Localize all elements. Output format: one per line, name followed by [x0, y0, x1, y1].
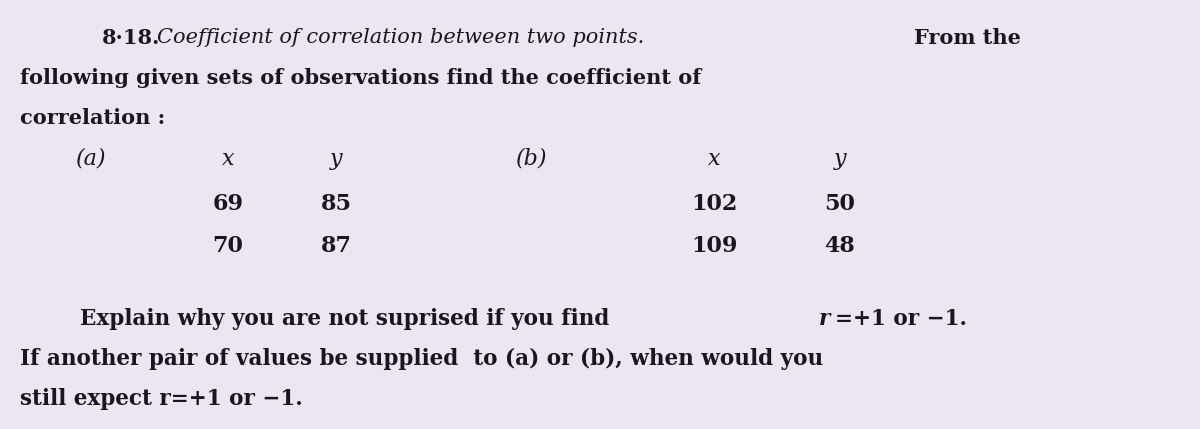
Text: 69: 69: [212, 193, 244, 215]
Text: 48: 48: [824, 235, 856, 257]
Text: 102: 102: [691, 193, 737, 215]
Text: If another pair of values be supplied  to (a) or (b), when would you: If another pair of values be supplied to…: [20, 348, 823, 370]
Text: From the: From the: [914, 28, 1021, 48]
Text: following given sets of observations find the coefficient of: following given sets of observations fin…: [20, 68, 702, 88]
Text: x: x: [222, 148, 234, 170]
Text: 87: 87: [320, 235, 352, 257]
Text: Explain why you are not suprised if you find: Explain why you are not suprised if you …: [20, 308, 617, 330]
Text: (b): (b): [516, 148, 547, 170]
Text: correlation :: correlation :: [20, 108, 166, 128]
Text: y: y: [330, 148, 342, 170]
Text: Coefficient of correlation between two points.: Coefficient of correlation between two p…: [157, 28, 644, 47]
Text: =+1 or −1.: =+1 or −1.: [835, 308, 967, 330]
Text: 109: 109: [691, 235, 737, 257]
Text: (a): (a): [76, 148, 106, 170]
Text: still expect r=+1 or −1.: still expect r=+1 or −1.: [20, 388, 304, 410]
Text: 8·18.: 8·18.: [102, 28, 161, 48]
Text: 70: 70: [212, 235, 244, 257]
Text: 50: 50: [824, 193, 856, 215]
Text: x: x: [708, 148, 720, 170]
Text: r: r: [820, 308, 830, 330]
Text: 85: 85: [320, 193, 352, 215]
Text: y: y: [834, 148, 846, 170]
